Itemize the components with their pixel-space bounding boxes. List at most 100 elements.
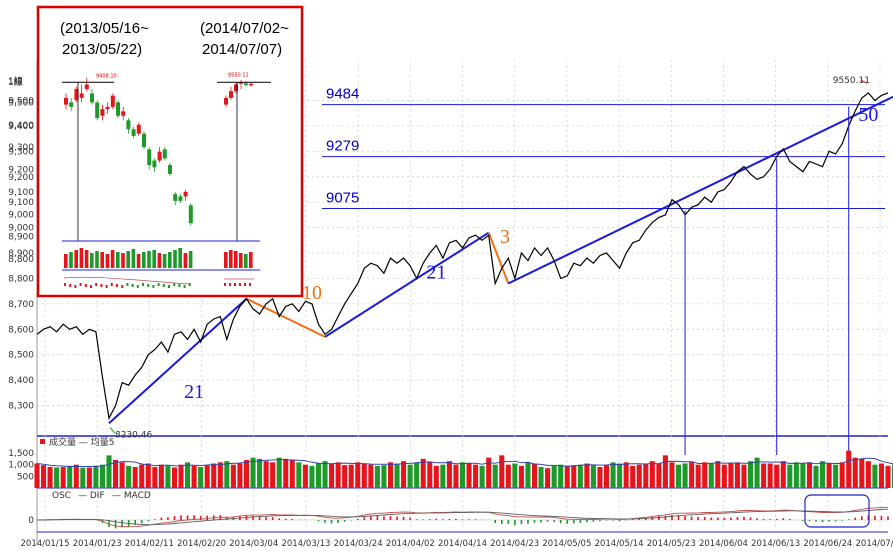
inset-osc-bar-a xyxy=(188,283,191,286)
volume-bar xyxy=(257,458,263,488)
osc-bar xyxy=(317,520,320,522)
osc-bar xyxy=(861,516,863,520)
trendline xyxy=(507,95,893,285)
volume-bar xyxy=(617,463,623,488)
volume-bar xyxy=(145,463,151,488)
volume-bar xyxy=(492,464,498,488)
volume-bar xyxy=(440,464,446,488)
inset-volume-bar-b xyxy=(244,254,248,268)
x-axis: 2014/01/15 2014/01/23 2014/02/11 2014/02/20… xyxy=(21,539,893,549)
inset-dif-line xyxy=(63,276,191,285)
osc-bar xyxy=(789,518,791,520)
inset-osc-bar-a xyxy=(116,284,118,287)
volume-bar xyxy=(806,462,812,488)
inset-candle-a-body xyxy=(152,160,157,168)
volume-tick-label: 500 xyxy=(17,472,34,482)
inset-candle-a-body xyxy=(142,133,146,148)
osc-bar xyxy=(664,515,667,520)
osc-bar xyxy=(383,516,385,520)
inset-osc-bar-a xyxy=(64,283,66,286)
inset-y-tick: 9,100 xyxy=(8,188,34,198)
volume-bar xyxy=(394,463,400,488)
osc-bar xyxy=(167,517,169,520)
volume-bar xyxy=(368,464,374,488)
inset-candle-a-body xyxy=(84,84,89,89)
inset-candle-a-body xyxy=(168,165,172,174)
inset-volume-bar-a xyxy=(126,251,130,268)
volume-bar xyxy=(584,463,590,488)
volume-bar xyxy=(119,462,125,488)
inset-y-tick: 9,300 xyxy=(8,143,34,153)
inset-candle-a-body xyxy=(74,88,79,101)
osc-bar xyxy=(370,516,372,520)
osc-bar xyxy=(186,515,189,520)
osc-bar xyxy=(468,519,470,520)
osc-bar xyxy=(821,520,824,522)
x-tick-label: 2014/06/04 xyxy=(699,539,748,549)
volume-bar xyxy=(872,464,878,488)
inset-candle-a-body xyxy=(131,129,136,136)
inset-osc-bar-a xyxy=(142,283,144,286)
osc-bar xyxy=(769,519,771,520)
inset-candle-a-body xyxy=(105,106,110,110)
volume-bar xyxy=(433,465,439,488)
volume-bar xyxy=(263,461,269,488)
volume-bar xyxy=(420,458,426,488)
volume-bar xyxy=(859,458,865,488)
volume-bar xyxy=(270,462,276,488)
inset-volume-bar-a xyxy=(173,250,177,268)
volume-bar xyxy=(296,462,302,488)
volume-bar xyxy=(479,465,485,488)
osc-bar xyxy=(847,519,850,520)
y-tick-label: 8,900 xyxy=(8,249,34,259)
inset-candle-a-body xyxy=(79,93,84,98)
inset-volume-bar-a xyxy=(100,252,104,268)
volume-bar xyxy=(675,464,682,488)
inset-volume-bar-a xyxy=(188,251,193,268)
osc-bar xyxy=(265,517,267,520)
volume-bar xyxy=(571,465,577,488)
osc-bar xyxy=(108,520,110,527)
inset-osc-bar-a xyxy=(178,284,181,287)
volume-legend-swatch xyxy=(40,439,45,444)
inset-volume-bar-b xyxy=(229,250,233,268)
volume-ma5-line xyxy=(36,457,893,468)
osc-bar xyxy=(134,520,136,525)
osc-bar xyxy=(278,518,281,520)
inset-volume-bar-a xyxy=(69,252,73,268)
volume-bar xyxy=(309,465,315,488)
osc-bar xyxy=(592,520,595,522)
osc-bar xyxy=(455,518,457,520)
osc-bar xyxy=(252,515,254,520)
volume-bar xyxy=(86,467,92,488)
volume-bar xyxy=(545,468,551,488)
osc-bar xyxy=(474,519,477,520)
inset-osc-bar-a xyxy=(110,283,113,286)
volume-bar xyxy=(178,464,184,488)
osc-bar xyxy=(500,520,503,525)
volume-bar xyxy=(427,462,433,488)
volume-bar xyxy=(237,463,243,488)
volume-bar xyxy=(610,462,616,488)
inset-panel: (2013/05/16~ 2013/05/22) (2014/07/02~ 2014/… xyxy=(8,5,304,298)
volume-bar xyxy=(826,463,832,488)
y-tick-label: 8,300 xyxy=(8,402,34,412)
volume-legend-label: 成交量 — 均量5 xyxy=(49,436,114,448)
volume-bar xyxy=(649,461,655,488)
osc-bar xyxy=(448,518,451,520)
inset-osc-bar-a xyxy=(152,285,155,288)
inset-volume-bar-a xyxy=(152,250,156,268)
volume-bar xyxy=(761,463,767,488)
price-annotations: 8230.46 9550.11 xyxy=(109,76,870,440)
osc-bar xyxy=(461,519,464,520)
volume-bar xyxy=(689,462,695,488)
inset-candle-b-body xyxy=(234,84,238,92)
volume-bar xyxy=(558,464,564,488)
volume-bar xyxy=(243,460,250,488)
inset-volume-bar-a xyxy=(147,251,151,268)
y-tick-label: 8,400 xyxy=(8,376,34,386)
osc-bar xyxy=(690,516,693,520)
inset-osc-bar-a xyxy=(100,284,103,287)
x-tick-label: 2014/01/23 xyxy=(73,539,122,549)
inset-caption-2a: (2014/07/02~ xyxy=(200,20,289,37)
